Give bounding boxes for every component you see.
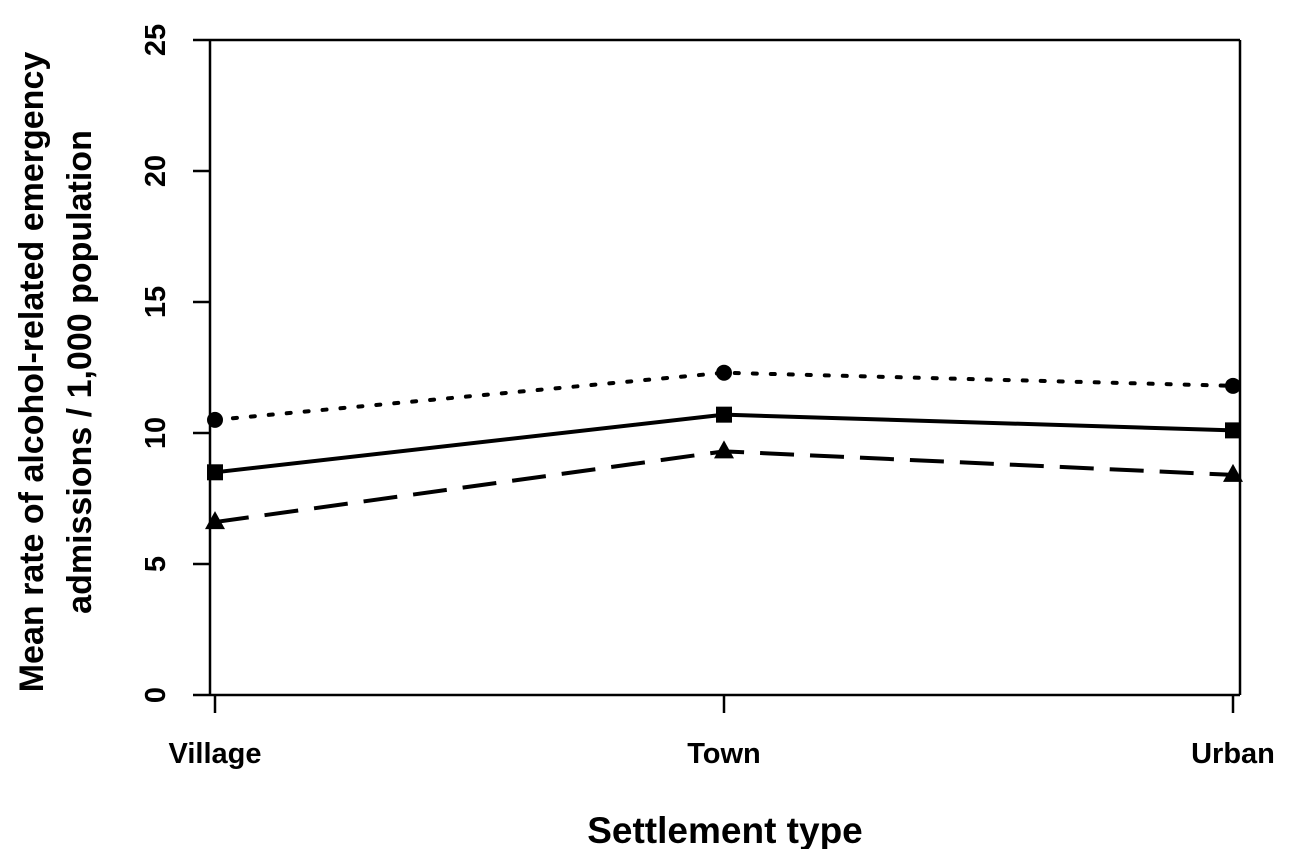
data-point-triangle [714, 440, 734, 459]
y-tick-label: 5 [140, 556, 172, 572]
y-axis-ticks: 0 5 10 15 20 25 [140, 24, 210, 703]
x-axis-title: Settlement type [587, 810, 863, 849]
series-layer [205, 364, 1243, 530]
y-axis-title: Mean rate of alcohol-related emergency a… [13, 52, 99, 693]
x-axis-ticks: Village Town Urban [169, 695, 1275, 770]
data-point-triangle [205, 511, 225, 530]
series-square [207, 406, 1241, 481]
series-triangle [205, 440, 1243, 530]
data-point-square [1225, 422, 1241, 439]
series-line [214, 449, 1234, 525]
data-point-circle [716, 364, 732, 381]
y-tick-label: 10 [140, 417, 172, 449]
data-point-square [716, 406, 732, 423]
data-point-circle [1225, 377, 1241, 394]
series-line [213, 370, 1235, 422]
x-tick-label: Urban [1191, 738, 1275, 770]
y-tick-label: 0 [140, 687, 172, 703]
series-circle [207, 364, 1241, 428]
x-tick-label: Village [169, 738, 262, 770]
data-point-triangle [1223, 463, 1243, 482]
y-axis-title-line-2: admissions / 1,000 population [61, 130, 99, 614]
y-tick-label: 15 [140, 286, 172, 318]
y-axis-title-line-1: Mean rate of alcohol-related emergency [13, 52, 51, 693]
data-point-circle [207, 411, 223, 428]
x-tick-label: Town [687, 738, 761, 770]
data-point-square [207, 464, 223, 481]
y-tick-label: 25 [140, 24, 172, 56]
y-tick-label: 20 [140, 155, 172, 187]
